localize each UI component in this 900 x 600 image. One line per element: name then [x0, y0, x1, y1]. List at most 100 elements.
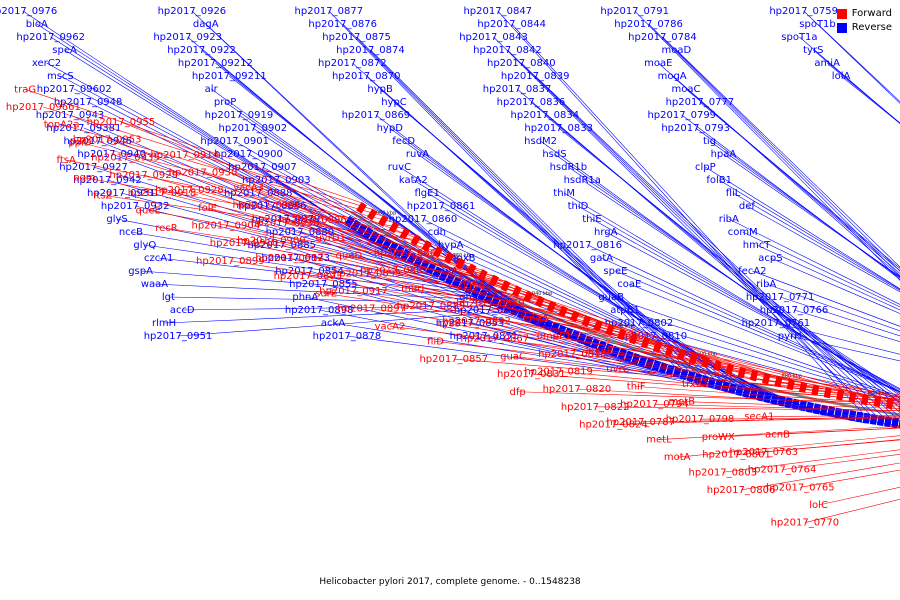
connector-line-reverse [168, 296, 487, 303]
connector-line-reverse [629, 283, 900, 393]
gene-label-reverse: hp2017_09211 [192, 71, 267, 82]
connector-line-reverse [328, 10, 690, 382]
gene-label-reverse: hp2017_0923 [153, 32, 222, 43]
gene-label-reverse: ackA [321, 318, 345, 329]
gene-label-reverse: hp2017_0842 [473, 45, 542, 56]
reverse-swatch [836, 22, 847, 33]
gene-label-forward: hp2017_0910 [210, 238, 279, 249]
gene-label-reverse: hsdR1b [550, 162, 588, 173]
connector-line-reverse [107, 179, 429, 274]
gene-label-reverse: hp2017_0802 [605, 318, 674, 329]
connector-line-forward [558, 371, 900, 403]
connector-line-forward [617, 368, 900, 400]
gene-label-reverse: hypC [381, 97, 407, 108]
gene-label-forward: secA1 [744, 412, 774, 423]
gene-label-forward: vacA3 [233, 183, 264, 194]
gene-label-forward: hp2017_09661 [6, 102, 81, 113]
gene-label-reverse: comM [728, 227, 758, 238]
gene-label-forward: ftsA [57, 155, 76, 166]
gene-label-forward: ompP1 [537, 331, 572, 342]
gene-label-reverse: proP [214, 97, 236, 108]
gene-label-reverse: hp2017_0851 [450, 331, 519, 342]
connector-line-reverse [530, 101, 900, 413]
gene-label-reverse: hp2017_0777 [666, 97, 735, 108]
gene-label-forward: hp2017_0909 [237, 236, 306, 247]
gene-label-forward: guaC [500, 351, 526, 362]
gene-label-forward: hp2017_0953 [73, 135, 142, 146]
gene-label-forward: uvrC [606, 364, 629, 375]
gene-label-reverse: hp2017_0840 [487, 58, 556, 69]
connector-line-forward [681, 401, 900, 409]
gene-label-reverse: hp2017_0861 [407, 201, 476, 212]
gene-label-reverse: xerC2 [32, 58, 61, 69]
gene-label-reverse: hp2017_0907 [228, 162, 297, 173]
gene-label-reverse: hp2017_0880 [266, 227, 335, 238]
connector-line-forward [166, 227, 508, 282]
connector-line-reverse [305, 296, 662, 373]
gene-label-forward: hp2017_0819 [524, 366, 593, 377]
connector-line-reverse [799, 36, 900, 124]
gene-label-reverse: hp2017_0837 [483, 84, 552, 95]
connector-line-reverse [534, 75, 900, 423]
connector-line-forward [207, 207, 554, 303]
gene-label-reverse: waaA [141, 279, 168, 290]
tick-label: 900 kbp [697, 351, 717, 357]
connector-line-forward [576, 388, 900, 407]
gene-label-forward: hp2017_0930 [169, 167, 238, 178]
gene-label-forward: uvrD1 [315, 233, 345, 244]
gene-block-reverse [536, 316, 547, 328]
gene-label-reverse: hp2017_0860 [389, 214, 458, 225]
gene-label-reverse: thiE [582, 214, 601, 225]
gene-label-reverse: hp2017_0875 [322, 32, 391, 43]
gene-label-reverse: hp2017_0931 [87, 188, 156, 199]
connector-line-forward [107, 139, 452, 254]
connector-line-reverse [436, 231, 809, 413]
gene-label-forward: hp2017_0917 [319, 286, 388, 297]
connector-line-forward [230, 260, 589, 317]
gene-label-forward: fliD [427, 336, 444, 347]
tick-label: 960 kbp [453, 253, 473, 259]
tick-label: 940 kbp [532, 291, 552, 297]
connector-line-reverse [676, 49, 900, 268]
gene-label-forward: hp2017_0955 [87, 117, 156, 128]
gene-label-forward: hp2017_0935 [91, 152, 160, 163]
gene-label-forward: ppiD [68, 137, 91, 148]
gene-label-reverse: mogA [658, 71, 687, 82]
connector-line-reverse [370, 49, 711, 388]
connector-line-reverse [789, 335, 900, 362]
connector-line-forward [120, 121, 441, 248]
connector-line-forward [43, 106, 375, 211]
connector-line-forward [599, 350, 900, 396]
gene-label-forward: murJ [401, 283, 424, 294]
gene-label-forward: hp2017_0857 [419, 354, 488, 365]
connector-line-reverse [558, 127, 900, 404]
gene-label-forward: motB [668, 397, 695, 408]
gene-block-reverse [451, 276, 462, 289]
gene-label-forward: queD [336, 251, 363, 262]
gene-label-reverse: hp2017_0886 [238, 201, 307, 212]
gene-label-forward: cysS [438, 319, 461, 330]
gene-label-reverse: lpxB [454, 253, 476, 264]
gene-label-forward: hp2017_0798 [666, 414, 735, 425]
gene-label-reverse: speE [603, 266, 627, 277]
gene-label-reverse: hp2017_0942 [73, 175, 142, 186]
gene-label-forward: hp2017_0764 [748, 465, 817, 476]
gene-block-reverse [597, 340, 607, 353]
connector-line-reverse [817, 23, 900, 103]
gene-label-reverse: hp2017_0854 [275, 266, 344, 277]
gene-label-reverse: hp2017_0951 [144, 331, 213, 342]
connector-line-forward [677, 435, 900, 458]
gene-label-reverse: hypD [377, 123, 404, 134]
gene-label-forward: hp2017_0818 [538, 349, 607, 360]
connector-line-reverse [732, 192, 900, 291]
connector-line-forward [700, 417, 900, 420]
gene-label-reverse: hsdR1a [564, 175, 601, 186]
connector-line-reverse [74, 88, 385, 249]
connector-line-forward [61, 124, 386, 217]
gene-label-forward: topA2a [44, 120, 80, 131]
connector-line-reverse [93, 166, 423, 270]
gene-label-forward: motA [664, 452, 691, 463]
legend-item-forward: Forward [836, 8, 892, 19]
connector-line-reverse [333, 322, 676, 378]
gene-label-reverse: hp2017_0946 [63, 136, 132, 147]
